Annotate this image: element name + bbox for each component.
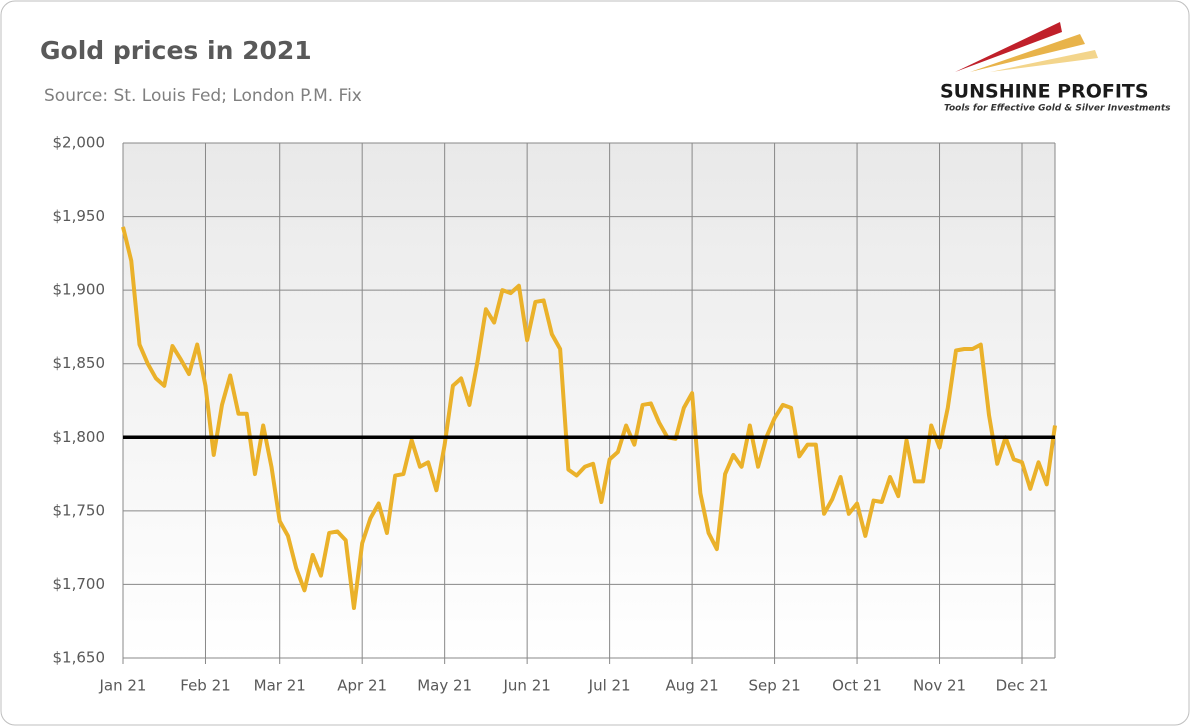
logo-swoosh	[990, 50, 1098, 72]
y-tick-label: $2,000	[53, 134, 106, 152]
x-tick-label: Jan 21	[99, 677, 147, 695]
x-tick-label: Dec 21	[996, 677, 1049, 695]
x-tick-label: Feb 21	[180, 677, 230, 695]
x-tick-label: Jul 21	[588, 677, 631, 695]
x-tick-label: Apr 21	[337, 677, 387, 695]
y-tick-label: $1,900	[53, 281, 106, 299]
y-tick-label: $1,800	[53, 428, 106, 446]
x-tick-label: Sep 21	[749, 677, 801, 695]
x-tick-label: Jun 21	[502, 677, 550, 695]
y-tick-label: $1,650	[53, 649, 106, 667]
logo-swoosh	[970, 34, 1085, 72]
x-tick-label: Mar 21	[254, 677, 306, 695]
chart-title: Gold prices in 2021	[40, 36, 312, 65]
y-tick-label: $1,700	[53, 575, 106, 593]
y-tick-label: $1,750	[53, 501, 106, 519]
logo-name: SUNSHINE PROFITS	[940, 81, 1149, 103]
y-tick-label: $1,950	[53, 207, 106, 225]
y-tick-label: $1,850	[53, 354, 106, 372]
plot-area	[123, 143, 1055, 658]
x-tick-label: May 21	[417, 677, 472, 695]
x-tick-label: Aug 21	[666, 677, 719, 695]
logo-tagline: Tools for Effective Gold & Silver Invest…	[944, 104, 1171, 114]
logo-swoosh	[955, 22, 1062, 72]
logo: SUNSHINE PROFITS Tools for Effective Gol…	[940, 22, 1171, 114]
plot: $1,650 $1,700 $1,750 $1,800 $1,850 $1,900 $1,9…	[53, 134, 1057, 695]
price-line	[121, 226, 1057, 610]
x-tick-label: Nov 21	[913, 677, 966, 695]
chart-subtitle: Source: St. Louis Fed; London P.M. Fix	[44, 86, 362, 106]
x-tick-label: Oct 21	[832, 677, 882, 695]
